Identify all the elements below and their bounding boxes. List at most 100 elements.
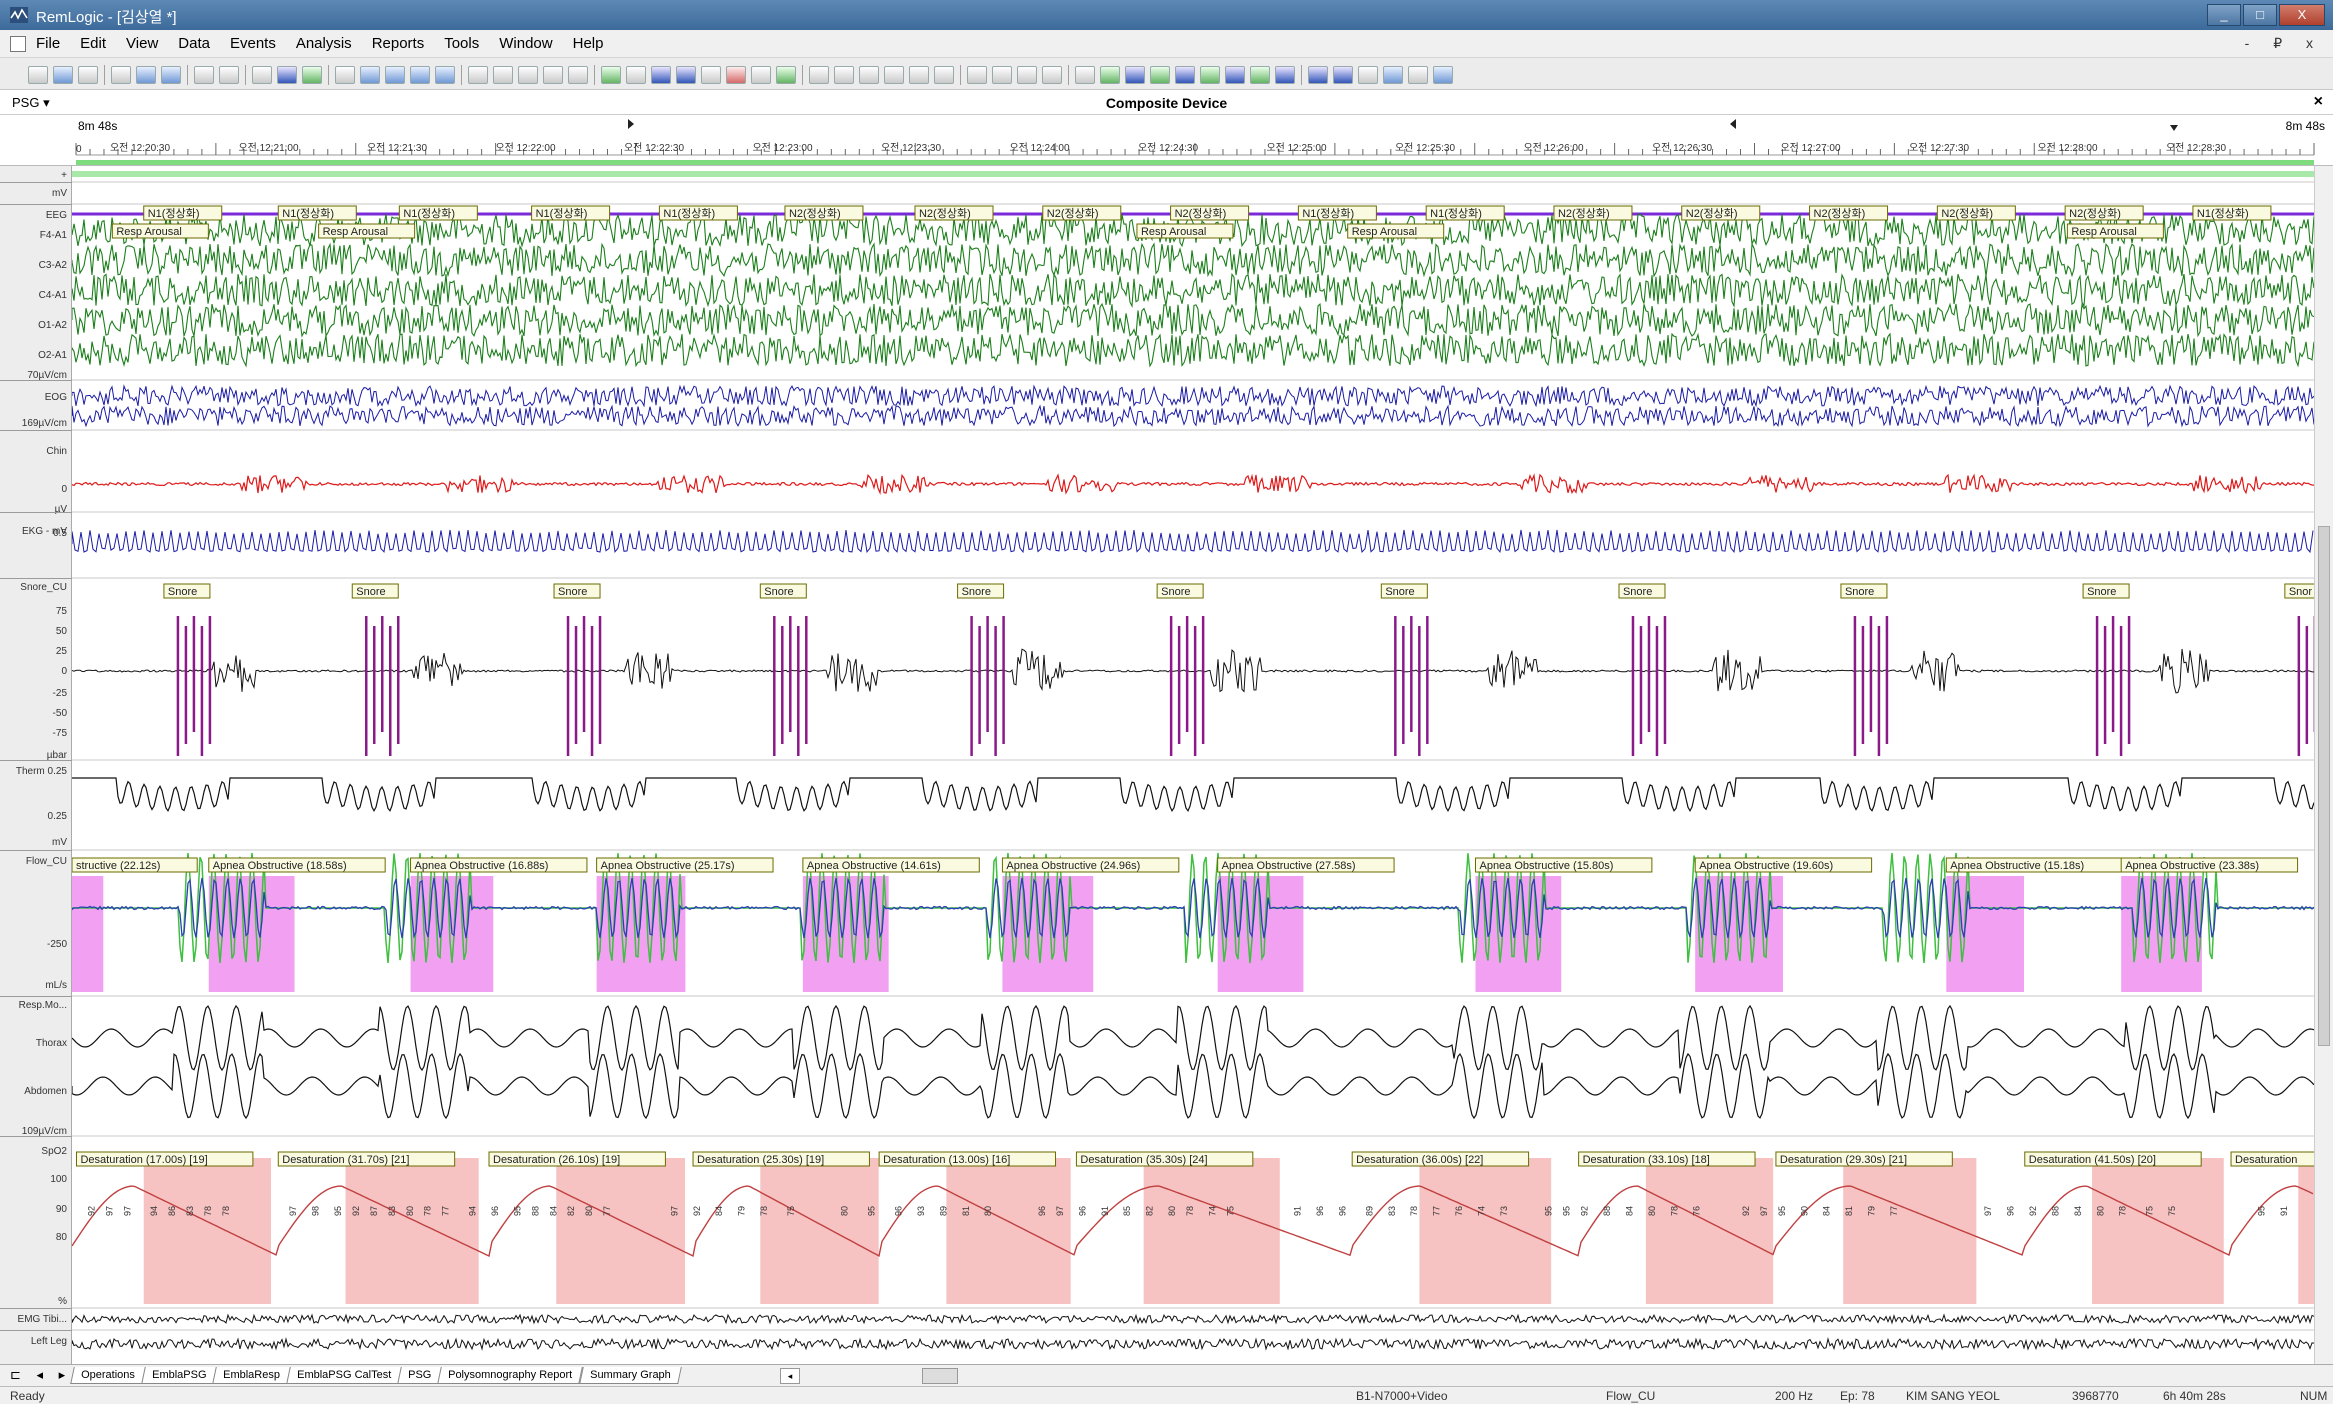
desaturation-event-label[interactable]: Desaturation (33.10s) [18]	[1578, 1151, 1756, 1167]
redo-icon[interactable]	[161, 66, 181, 84]
psg-dropdown[interactable]: PSG ▾	[12, 95, 50, 110]
dot-icon[interactable]	[1358, 66, 1378, 84]
menu-events[interactable]: Events	[229, 35, 276, 52]
apnea-event-label[interactable]: Apnea Obstructive (14.61s)	[802, 857, 980, 873]
zoom-icon[interactable]	[252, 66, 272, 84]
tab-psg[interactable]: PSG	[397, 1367, 443, 1384]
first-icon[interactable]	[834, 66, 854, 84]
desaturation-event-label[interactable]: Desaturation (26.10s) [19]	[488, 1151, 666, 1167]
sleep-stage-label[interactable]: N2(정상화)	[1553, 205, 1633, 221]
vertical-scrollbar[interactable]	[2314, 166, 2333, 1364]
resp-arousal-label[interactable]: Resp Arousal	[1347, 223, 1445, 239]
apnea-event-label[interactable]: Apnea Obstructive (24.96s)	[1001, 857, 1180, 873]
tab-emblapsg-caltest[interactable]: EmblaPSG CalTest	[286, 1367, 403, 1384]
snore-label[interactable]: Snore	[1156, 583, 1204, 599]
prev-icon[interactable]	[859, 66, 879, 84]
desaturation-event-label[interactable]: Desaturation (35.30s) [24]	[1075, 1151, 1254, 1167]
sleep-stage-label[interactable]: N2(정상화)	[1681, 205, 1761, 221]
sleep-stage-label[interactable]: N1(정상화)	[277, 205, 357, 221]
mdi-window-buttons[interactable]: - ₽ x	[2244, 35, 2323, 51]
omega-icon[interactable]	[1042, 66, 1062, 84]
move-icon[interactable]	[302, 66, 322, 84]
sleep-stage-label[interactable]: N2(정상화)	[1936, 205, 2016, 221]
brush-icon[interactable]	[776, 66, 796, 84]
tab-summary-graph[interactable]: Summary Graph	[578, 1367, 682, 1384]
snore-label[interactable]: Snore	[1840, 583, 1888, 599]
snore-label[interactable]: Snore	[351, 583, 399, 599]
resp-arousal-label[interactable]: Resp Arousal	[1136, 223, 1234, 239]
sleep-stage-label[interactable]: N2(정상화)	[1170, 205, 1250, 221]
flag-icon[interactable]	[1333, 66, 1353, 84]
montage-icon[interactable]	[360, 66, 380, 84]
resp-arousal-label[interactable]: Resp Arousal	[111, 223, 209, 239]
grid-icon[interactable]	[701, 66, 721, 84]
apnea-event-label[interactable]: Apnea Obstructive (19.60s)	[1694, 857, 1873, 873]
desaturation-event-label[interactable]: Desaturation (25.30s) [19]	[692, 1151, 870, 1167]
menu-tools[interactable]: Tools	[444, 35, 480, 52]
desaturation-event-label[interactable]: Desaturation (13.00s) [16]	[878, 1151, 1057, 1167]
hscroll-left-button[interactable]: ◂	[780, 1368, 800, 1384]
sleep-stage-label[interactable]: N1(정상화)	[398, 205, 478, 221]
menu-view[interactable]: View	[126, 35, 159, 52]
resp-arousal-label[interactable]: Resp Arousal	[2066, 223, 2164, 239]
person-icon[interactable]	[1175, 66, 1195, 84]
desaturation-event-label[interactable]: Desaturation (17.00s) [19]	[75, 1151, 254, 1167]
close-device-icon[interactable]: ×	[2313, 93, 2323, 110]
window-icon[interactable]	[493, 66, 513, 84]
flask-icon[interactable]	[726, 66, 746, 84]
person-icon[interactable]	[1225, 66, 1245, 84]
desaturation-event-label[interactable]: Desaturation (36.00s) [22]	[1351, 1151, 1530, 1167]
desaturation-event-label[interactable]: Desaturation	[2230, 1151, 2314, 1167]
chart2-icon[interactable]	[1075, 66, 1095, 84]
montage-icon[interactable]	[435, 66, 455, 84]
apnea-event-label[interactable]: Apnea Obstructive (27.58s)	[1217, 857, 1395, 873]
save-icon[interactable]	[78, 66, 98, 84]
snore-label[interactable]: Snor	[2284, 583, 2314, 599]
fast-icon[interactable]	[909, 66, 929, 84]
sleep-stage-label[interactable]: N2(정상화)	[1809, 205, 1889, 221]
tab-emblaresp[interactable]: EmblaResp	[212, 1367, 291, 1384]
hscroll-thumb[interactable]	[922, 1368, 958, 1384]
person-icon[interactable]	[1200, 66, 1220, 84]
scroll-thumb[interactable]	[2318, 526, 2330, 1046]
filter-icon[interactable]	[676, 66, 696, 84]
sleep-stage-label[interactable]: N2(정상화)	[1042, 205, 1122, 221]
menu-window[interactable]: Window	[499, 35, 553, 52]
apnea-event-label[interactable]: Apnea Obstructive (15.18s)	[1945, 857, 2124, 873]
sleep-stage-label[interactable]: N1(정상화)	[1425, 205, 1505, 221]
menu-data[interactable]: Data	[178, 35, 210, 52]
menu-edit[interactable]: Edit	[80, 35, 107, 52]
block-icon[interactable]	[809, 66, 829, 84]
arrows-icon[interactable]	[651, 66, 671, 84]
apnea-event-label[interactable]: Apnea Obstructive (23.38s)	[2120, 857, 2299, 873]
pin-icon[interactable]	[626, 66, 646, 84]
desaturation-event-label[interactable]: Desaturation (41.50s) [20]	[2024, 1151, 2202, 1167]
window-icon[interactable]	[468, 66, 488, 84]
new-icon[interactable]	[28, 66, 48, 84]
pause-icon[interactable]	[967, 66, 987, 84]
montage-icon[interactable]	[385, 66, 405, 84]
sleep-stage-label[interactable]: N1(정상화)	[143, 205, 223, 221]
tab-emblapsg[interactable]: EmblaPSG	[141, 1367, 218, 1384]
snore-label[interactable]: Snore	[957, 583, 1005, 599]
maximize-button[interactable]: □	[2243, 4, 2277, 26]
camera-icon[interactable]	[992, 66, 1012, 84]
snore-label[interactable]: Snore	[2082, 583, 2130, 599]
undo-icon[interactable]	[136, 66, 156, 84]
apnea-event-label[interactable]: Apnea Obstructive (15.80s)	[1474, 857, 1653, 873]
next-icon[interactable]	[934, 66, 954, 84]
audio-icon[interactable]	[1017, 66, 1037, 84]
desaturation-event-label[interactable]: Desaturation (31.70s) [21]	[277, 1151, 456, 1167]
sleep-stage-label[interactable]: N1(정상화)	[2192, 205, 2272, 221]
stop-icon[interactable]	[568, 66, 588, 84]
pin2-icon[interactable]	[1308, 66, 1328, 84]
sleep-stage-label[interactable]: N1(정상화)	[658, 205, 738, 221]
play-icon[interactable]	[884, 66, 904, 84]
time-ruler[interactable]: 8m 48s 8m 48s 0 오전 12:20:30 오전 12:21:00 오전 …	[0, 115, 2333, 166]
screen-icon[interactable]	[1433, 66, 1453, 84]
snore-label[interactable]: Snore	[553, 583, 601, 599]
menu-reports[interactable]: Reports	[371, 35, 425, 52]
doc-icon[interactable]	[1408, 66, 1428, 84]
copy-icon[interactable]	[111, 66, 131, 84]
sleep-stage-label[interactable]: N1(정상화)	[1297, 205, 1377, 221]
